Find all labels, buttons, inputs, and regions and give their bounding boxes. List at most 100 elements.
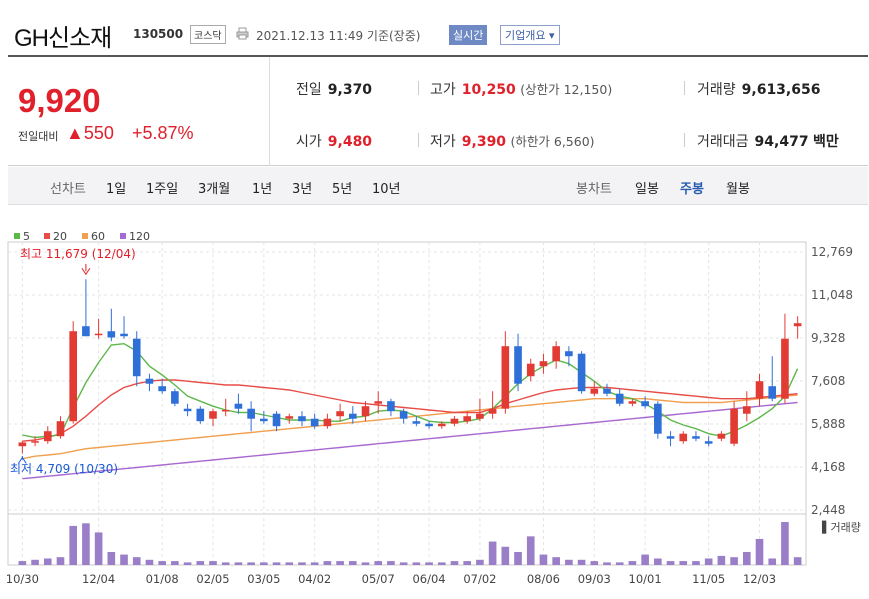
prev-close-value: 9,370	[327, 82, 373, 98]
volume-bar	[374, 561, 383, 565]
prev-compare-label: 전일대비	[18, 130, 59, 143]
candle-body	[412, 421, 421, 424]
open-value: 9,480	[327, 134, 373, 150]
volume-bar	[603, 562, 611, 565]
low-value: 9,390	[461, 134, 507, 150]
low-label: 저가	[430, 134, 456, 150]
candle-body	[132, 338, 141, 377]
stock-header: GH신소재 130500 코스닥 2021.12.13 11:49 기준(장중)…	[0, 0, 869, 55]
volume-bar	[704, 558, 713, 565]
x-tick-label: 12/04	[82, 572, 115, 586]
candle-body	[247, 408, 255, 419]
candle-body	[679, 433, 688, 442]
period-5y[interactable]: 5년	[332, 182, 353, 197]
y-tick-label: 11,048	[811, 288, 853, 302]
divider	[418, 133, 419, 147]
period-3m[interactable]: 3개월	[198, 182, 231, 197]
volume-bar	[425, 562, 433, 565]
max-annotation: 최고 11,679 (12/04)	[20, 247, 136, 261]
x-tick-label: 01/08	[146, 572, 179, 586]
low-stat: 저가 9,390 (하한가 6,560)	[430, 131, 595, 151]
stock-code: 130500	[133, 27, 184, 41]
candle-body	[526, 363, 535, 377]
period-10y[interactable]: 10년	[372, 182, 401, 197]
volume-bar	[781, 522, 789, 565]
x-tick-label: 10/01	[629, 572, 662, 586]
candle-body	[565, 351, 573, 357]
candle-chart-label: 봉차트	[576, 182, 612, 197]
period-1y[interactable]: 1년	[252, 182, 273, 197]
candle-body	[628, 401, 637, 404]
volume-bar	[514, 551, 522, 565]
candle-body	[692, 436, 700, 439]
period-3y[interactable]: 3년	[292, 182, 313, 197]
period-1d[interactable]: 1일	[106, 182, 127, 197]
candle-body	[463, 416, 472, 422]
volume-bar	[94, 532, 103, 565]
period-1w[interactable]: 1주일	[146, 182, 179, 197]
x-tick-label: 07/02	[463, 572, 496, 586]
candle-body	[374, 401, 383, 404]
volume-bar	[260, 562, 268, 565]
candle-daily[interactable]: 일봉	[635, 182, 659, 197]
prev-close-label: 전일	[296, 82, 322, 98]
x-tick-label: 05/07	[362, 572, 395, 586]
print-icon[interactable]	[236, 27, 249, 40]
legend-label: 20	[53, 230, 67, 243]
candle-body	[666, 436, 675, 439]
candle-body	[603, 388, 611, 394]
high-stat: 고가 10,250 (상한가 12,150)	[430, 79, 612, 99]
company-overview-button[interactable]: 기업개요 ▾	[500, 25, 560, 45]
volume-bar	[590, 561, 599, 565]
volume-bar	[717, 555, 726, 565]
realtime-button[interactable]: 실시간	[449, 25, 488, 45]
x-tick-label: 12/03	[743, 572, 776, 586]
divider	[684, 133, 685, 147]
candle-body	[641, 401, 649, 407]
candle-body	[654, 403, 662, 434]
y-tick-label: 2,448	[811, 503, 845, 517]
min-annotation: 최저 4,709 (10/30)	[10, 462, 118, 476]
volume-bar	[171, 561, 179, 565]
candle-body	[717, 433, 726, 439]
volume-label: 거래량	[697, 82, 736, 98]
candle-body	[145, 378, 154, 384]
max-arrowhead	[81, 267, 91, 276]
volume-stat: 거래량 9,613,656	[697, 79, 820, 99]
candle-monthly[interactable]: 월봉	[726, 182, 750, 197]
candle-body	[387, 401, 395, 412]
candle-body	[221, 409, 230, 412]
candle-body	[158, 386, 166, 392]
volume-bar	[552, 557, 560, 565]
candle-body	[234, 403, 243, 409]
high-label: 고가	[430, 82, 456, 98]
candle-body	[755, 381, 764, 399]
volume-bar	[234, 562, 243, 565]
quote-time: 2021.12.13 11:49 기준(장중)	[256, 29, 421, 43]
volume-bar	[336, 561, 344, 565]
volume-bar	[476, 559, 484, 565]
volume-bar	[412, 562, 421, 565]
candle-body	[107, 331, 116, 338]
candle-body	[488, 408, 497, 414]
y-tick-label: 12,769	[811, 245, 853, 259]
amount-value: 94,477	[754, 134, 809, 150]
y-tick-label: 9,328	[811, 331, 845, 345]
volume-bar	[437, 562, 446, 565]
volume-bar	[793, 557, 802, 565]
y-tick-label: 4,168	[811, 460, 845, 474]
volume-bar	[450, 561, 459, 565]
candle-body	[196, 408, 205, 422]
candle-body	[298, 416, 306, 422]
candle-weekly[interactable]: 주봉	[680, 182, 704, 197]
candle-body	[742, 406, 751, 414]
x-tick-label: 06/04	[412, 572, 445, 586]
volume-bar	[399, 562, 408, 565]
volume-bar	[310, 562, 319, 565]
volume-bar	[488, 541, 497, 565]
candle-body	[43, 431, 52, 442]
volume-bar	[692, 561, 700, 565]
volume-label: ▌거래량	[821, 520, 861, 534]
candle-body	[793, 323, 802, 327]
x-tick-label: 03/05	[247, 572, 280, 586]
